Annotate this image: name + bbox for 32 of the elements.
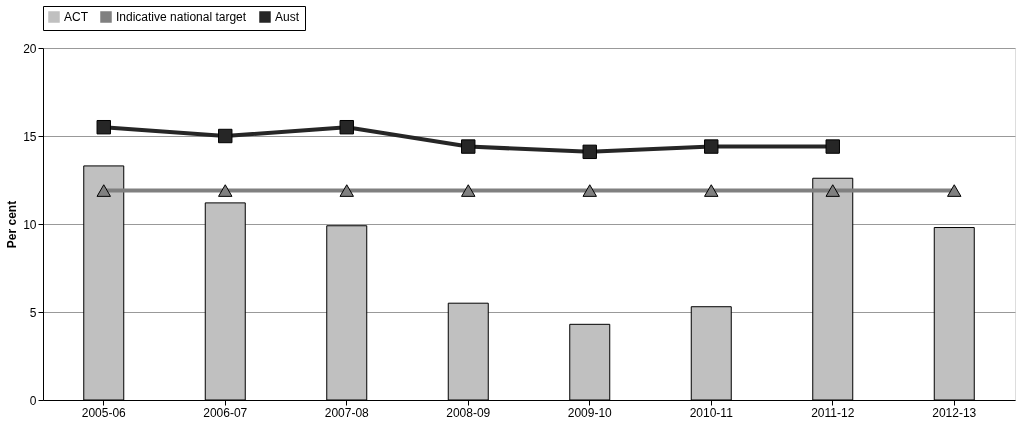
- x-tick-label: 2010-11: [689, 405, 734, 420]
- point: [704, 184, 719, 197]
- y-tick-label: 20: [23, 41, 37, 56]
- point: [339, 184, 354, 197]
- y-tick-label: 0: [29, 393, 37, 408]
- point: [947, 184, 962, 197]
- x-tick-label: 2009-10: [567, 405, 613, 420]
- legend-label: ACT: [64, 10, 89, 24]
- point: [582, 144, 597, 160]
- y-tick-label: 5: [29, 305, 37, 320]
- point: [825, 184, 840, 197]
- point: [339, 119, 354, 135]
- x-tick-label: 2011-12: [811, 405, 855, 420]
- x-tick-label: 2006-07: [203, 405, 248, 420]
- x-tick-label: 2012-13: [932, 405, 977, 420]
- y-tick-label: 10: [23, 217, 37, 232]
- point: [96, 184, 111, 197]
- point: [582, 184, 597, 197]
- legend-label: Indicative national target: [116, 10, 247, 24]
- point: [96, 119, 111, 135]
- point: [704, 139, 719, 154]
- point: [218, 128, 233, 144]
- x-tick-label: 2007-08: [324, 405, 370, 420]
- x-tick-label: 2008-09: [446, 405, 491, 420]
- x-tick-label: 2005-06: [81, 405, 127, 420]
- y-axis-title: Per cent: [5, 200, 20, 249]
- point: [825, 139, 840, 154]
- y-tick-label: 15: [23, 129, 37, 144]
- point: [461, 139, 476, 154]
- point: [461, 184, 476, 197]
- point: [218, 184, 233, 197]
- legend-label: Aust: [275, 10, 300, 24]
